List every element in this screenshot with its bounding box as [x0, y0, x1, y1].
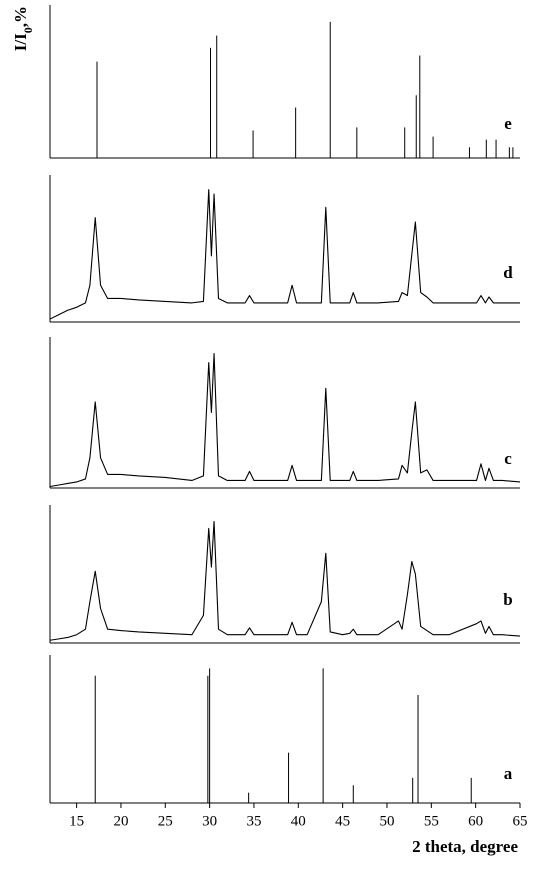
x-tick-label: 25: [158, 813, 173, 829]
y-axis-label: I/I0,%: [11, 6, 35, 51]
x-tick-label: 50: [379, 813, 394, 829]
y-label-subscript: 0: [21, 27, 35, 33]
pattern-line: [49, 189, 520, 320]
x-tick-label: 35: [246, 813, 261, 829]
pattern-line: [49, 353, 521, 488]
y-label-text: I/I: [11, 33, 30, 51]
panel-label: a: [504, 764, 513, 783]
x-tick-label: 60: [468, 813, 483, 829]
x-tick-label: 15: [69, 813, 84, 829]
x-tick-label: 45: [335, 813, 350, 829]
pattern-line: [49, 521, 521, 641]
x-tick-label: 40: [291, 813, 306, 829]
x-axis-label: 2 theta, degree: [412, 837, 518, 856]
panel-label: e: [504, 114, 512, 133]
panel-label: d: [503, 263, 513, 282]
x-tick-label: 65: [513, 813, 528, 829]
x-tick-label: 20: [113, 813, 128, 829]
x-tick-label: 30: [202, 813, 217, 829]
y-label-suffix: ,%: [11, 6, 30, 27]
x-tick-label: 55: [424, 813, 439, 829]
panel-label: c: [504, 449, 512, 468]
panel-label: b: [503, 590, 512, 609]
